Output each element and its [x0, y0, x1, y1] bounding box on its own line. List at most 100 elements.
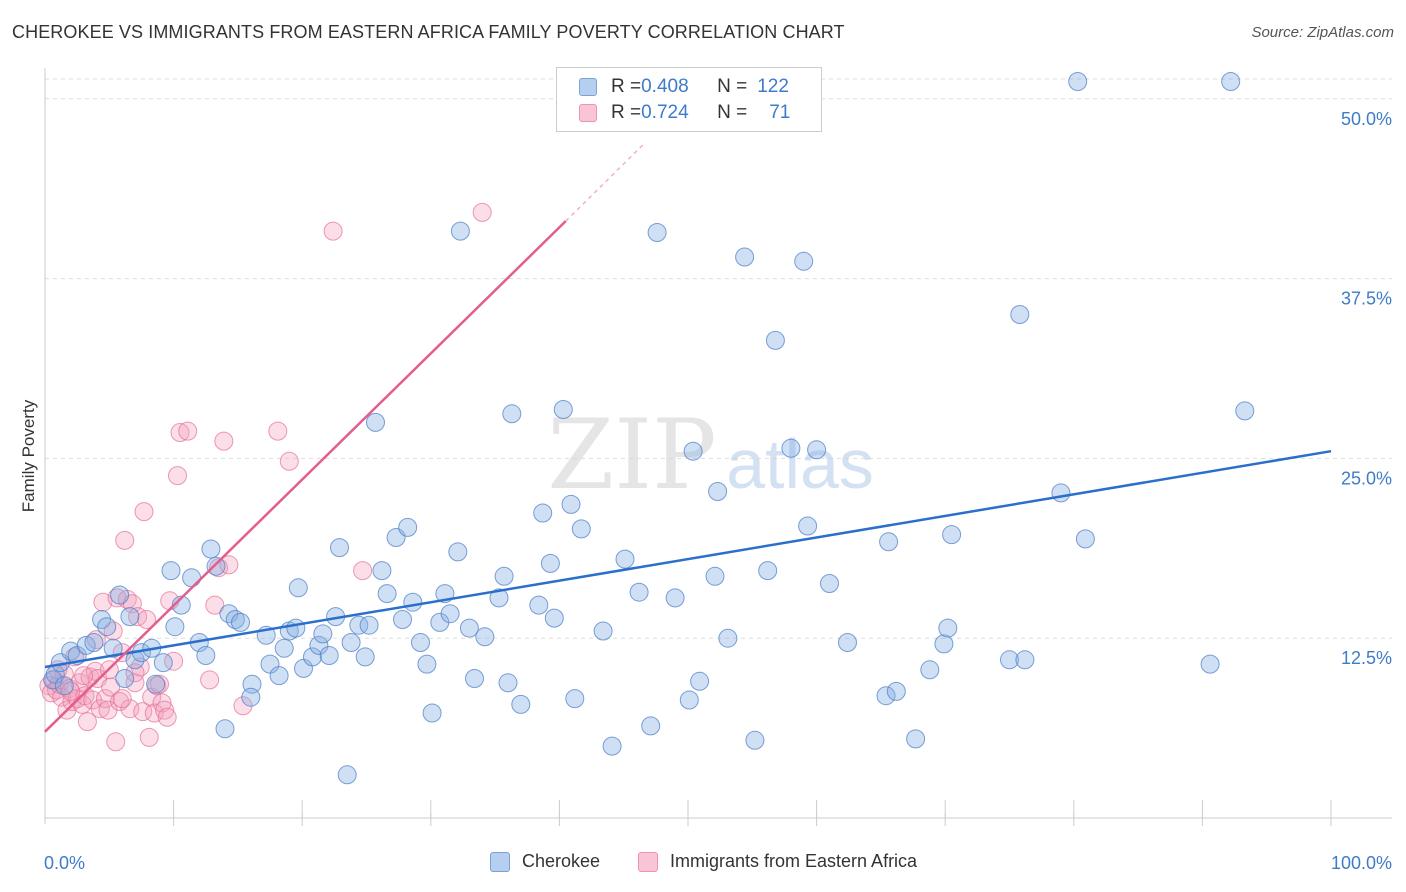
data-point-cherokee — [494, 566, 514, 586]
data-point-immigrants — [95, 689, 115, 709]
data-point-cherokee — [459, 618, 479, 638]
data-point-cherokee — [879, 532, 899, 552]
data-point-immigrants — [74, 666, 94, 686]
data-point-immigrants — [77, 712, 97, 732]
data-point-cherokee — [440, 604, 460, 624]
data-point-cherokee — [498, 673, 518, 693]
data-point-immigrants — [152, 693, 172, 713]
data-point-cherokee — [377, 584, 397, 604]
data-point-cherokee — [153, 653, 173, 673]
data-point-cherokee — [593, 621, 613, 641]
legend-item-cherokee[interactable]: Cherokee — [490, 851, 600, 872]
data-point-cherokee — [679, 690, 699, 710]
legend-swatch-cherokee — [490, 851, 510, 872]
y-tick-label: 50.0% — [1341, 109, 1392, 129]
axes — [44, 68, 1392, 826]
data-point-cherokee — [511, 694, 531, 714]
data-point-immigrants — [120, 699, 140, 719]
data-point-immigrants — [214, 431, 234, 451]
legend-row-cherokee: R = 0.408 N = 122 — [579, 75, 789, 99]
data-point-immigrants — [115, 530, 135, 550]
legend-label-immigrants: Immigrants from Eastern Africa — [670, 851, 918, 871]
data-point-cherokee — [196, 646, 216, 665]
data-point-immigrants — [134, 502, 154, 522]
data-point-cherokee — [571, 519, 591, 539]
y-tick-labels: 12.5% 25.0% 37.5% 50.0% — [1341, 109, 1392, 668]
data-point-cherokee — [502, 404, 522, 424]
data-point-immigrants — [472, 202, 492, 222]
data-point-cherokee — [544, 608, 564, 628]
legend-swatch-pink — [579, 104, 597, 122]
data-point-immigrants — [200, 670, 220, 690]
data-point-cherokee — [120, 607, 140, 627]
data-point-immigrants — [137, 610, 157, 629]
data-point-cherokee — [934, 634, 954, 654]
data-point-cherokee — [708, 482, 728, 501]
data-point-cherokee — [1015, 650, 1035, 670]
data-point-cherokee — [393, 610, 412, 629]
legend-item-immigrants[interactable]: Immigrants from Eastern Africa — [638, 851, 917, 872]
data-point-cherokee — [820, 574, 839, 593]
trendlines — [44, 144, 1332, 733]
data-point-cherokee — [641, 716, 661, 736]
data-point-cherokee — [349, 615, 369, 635]
data-point-cherokee — [359, 615, 379, 635]
data-point-cherokee — [465, 669, 484, 688]
data-point-immigrants — [205, 595, 225, 615]
data-point-cherokee — [886, 681, 906, 701]
data-point-cherokee — [288, 578, 308, 598]
data-point-cherokee — [561, 494, 581, 514]
data-point-cherokee — [758, 561, 778, 581]
data-point-cherokee — [1075, 529, 1095, 549]
data-point-cherokee — [231, 612, 250, 632]
data-point-cherokee — [920, 660, 940, 680]
data-point-cherokee — [705, 566, 725, 586]
data-point-cherokee — [269, 666, 289, 686]
data-point-cherokee — [1010, 305, 1030, 324]
data-point-immigrants — [112, 689, 132, 709]
x-tick-label: 100.0% — [1331, 853, 1392, 873]
legend-r-label: R = — [611, 76, 642, 97]
data-point-cherokee — [403, 592, 423, 612]
data-point-immigrants — [155, 700, 175, 720]
data-point-cherokee — [489, 588, 509, 608]
data-point-cherokee — [938, 618, 958, 638]
data-point-cherokee — [448, 542, 468, 562]
data-point-cherokee — [411, 633, 430, 652]
data-point-cherokee — [241, 687, 261, 707]
data-point-cherokee — [330, 538, 349, 558]
legend-swatch-immigrants — [638, 851, 658, 872]
legend-r-value: 0.408 — [641, 76, 689, 97]
data-point-cherokee — [1200, 654, 1220, 674]
data-point-cherokee — [553, 400, 573, 419]
data-point-cherokee — [54, 676, 74, 696]
data-point-cherokee — [303, 647, 322, 667]
watermark: ZIP atlas — [547, 399, 874, 511]
data-point-cherokee — [602, 736, 622, 756]
data-point-immigrants — [125, 663, 145, 683]
data-point-cherokee — [565, 689, 585, 709]
legend-n-value: 71 — [769, 102, 791, 123]
data-point-cherokee — [422, 703, 442, 723]
correlation-legend: R = 0.408 N = 122 R = 0.724 N = 71 — [556, 67, 822, 132]
trendline-immigrants — [44, 220, 567, 733]
data-point-cherokee — [182, 568, 202, 588]
data-point-cherokee — [103, 638, 123, 658]
data-point-cherokee — [475, 627, 495, 647]
data-point-cherokee — [110, 585, 130, 605]
data-point-cherokee — [313, 624, 333, 644]
data-point-cherokee — [745, 730, 765, 750]
data-point-immigrants — [150, 674, 169, 694]
data-point-cherokee — [319, 646, 339, 665]
x-tick-labels: 0.0% 100.0% — [44, 853, 1392, 873]
y-tick-label: 12.5% — [1341, 648, 1392, 668]
data-point-cherokee — [146, 674, 166, 694]
data-point-cherokee — [76, 635, 96, 655]
data-point-cherokee — [615, 549, 635, 569]
series-cherokee — [43, 72, 1255, 785]
legend-swatch-blue — [579, 78, 597, 96]
data-point-cherokee — [690, 671, 710, 691]
legend-row-immigrants: R = 0.724 N = 71 — [579, 101, 790, 125]
data-point-immigrants — [90, 699, 110, 719]
